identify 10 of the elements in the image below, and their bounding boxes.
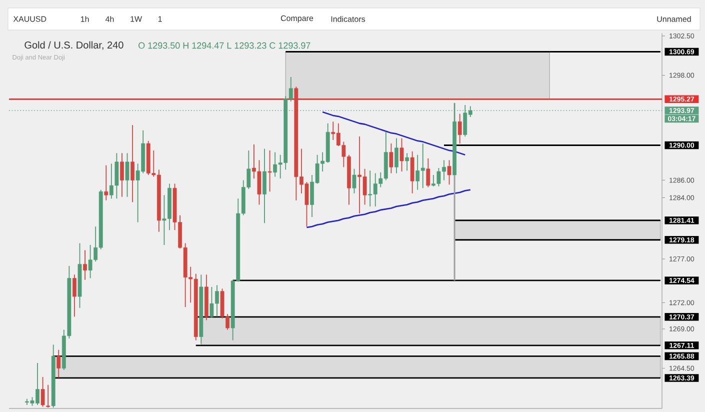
text: 1 (158, 16, 162, 22)
text: 4h (105, 16, 114, 22)
text: Indicators (331, 16, 366, 22)
text: O 1293.50 H 1294.47 L 1293.23 C 1293.97 (138, 42, 310, 49)
text: 1h (80, 16, 89, 22)
text: Compare (280, 15, 314, 23)
text: XAUUSD (13, 16, 46, 22)
text: Unnamed (657, 16, 691, 22)
text: 1W (130, 16, 142, 22)
text: Gold / U.S. Dollar, 240 (24, 41, 124, 50)
